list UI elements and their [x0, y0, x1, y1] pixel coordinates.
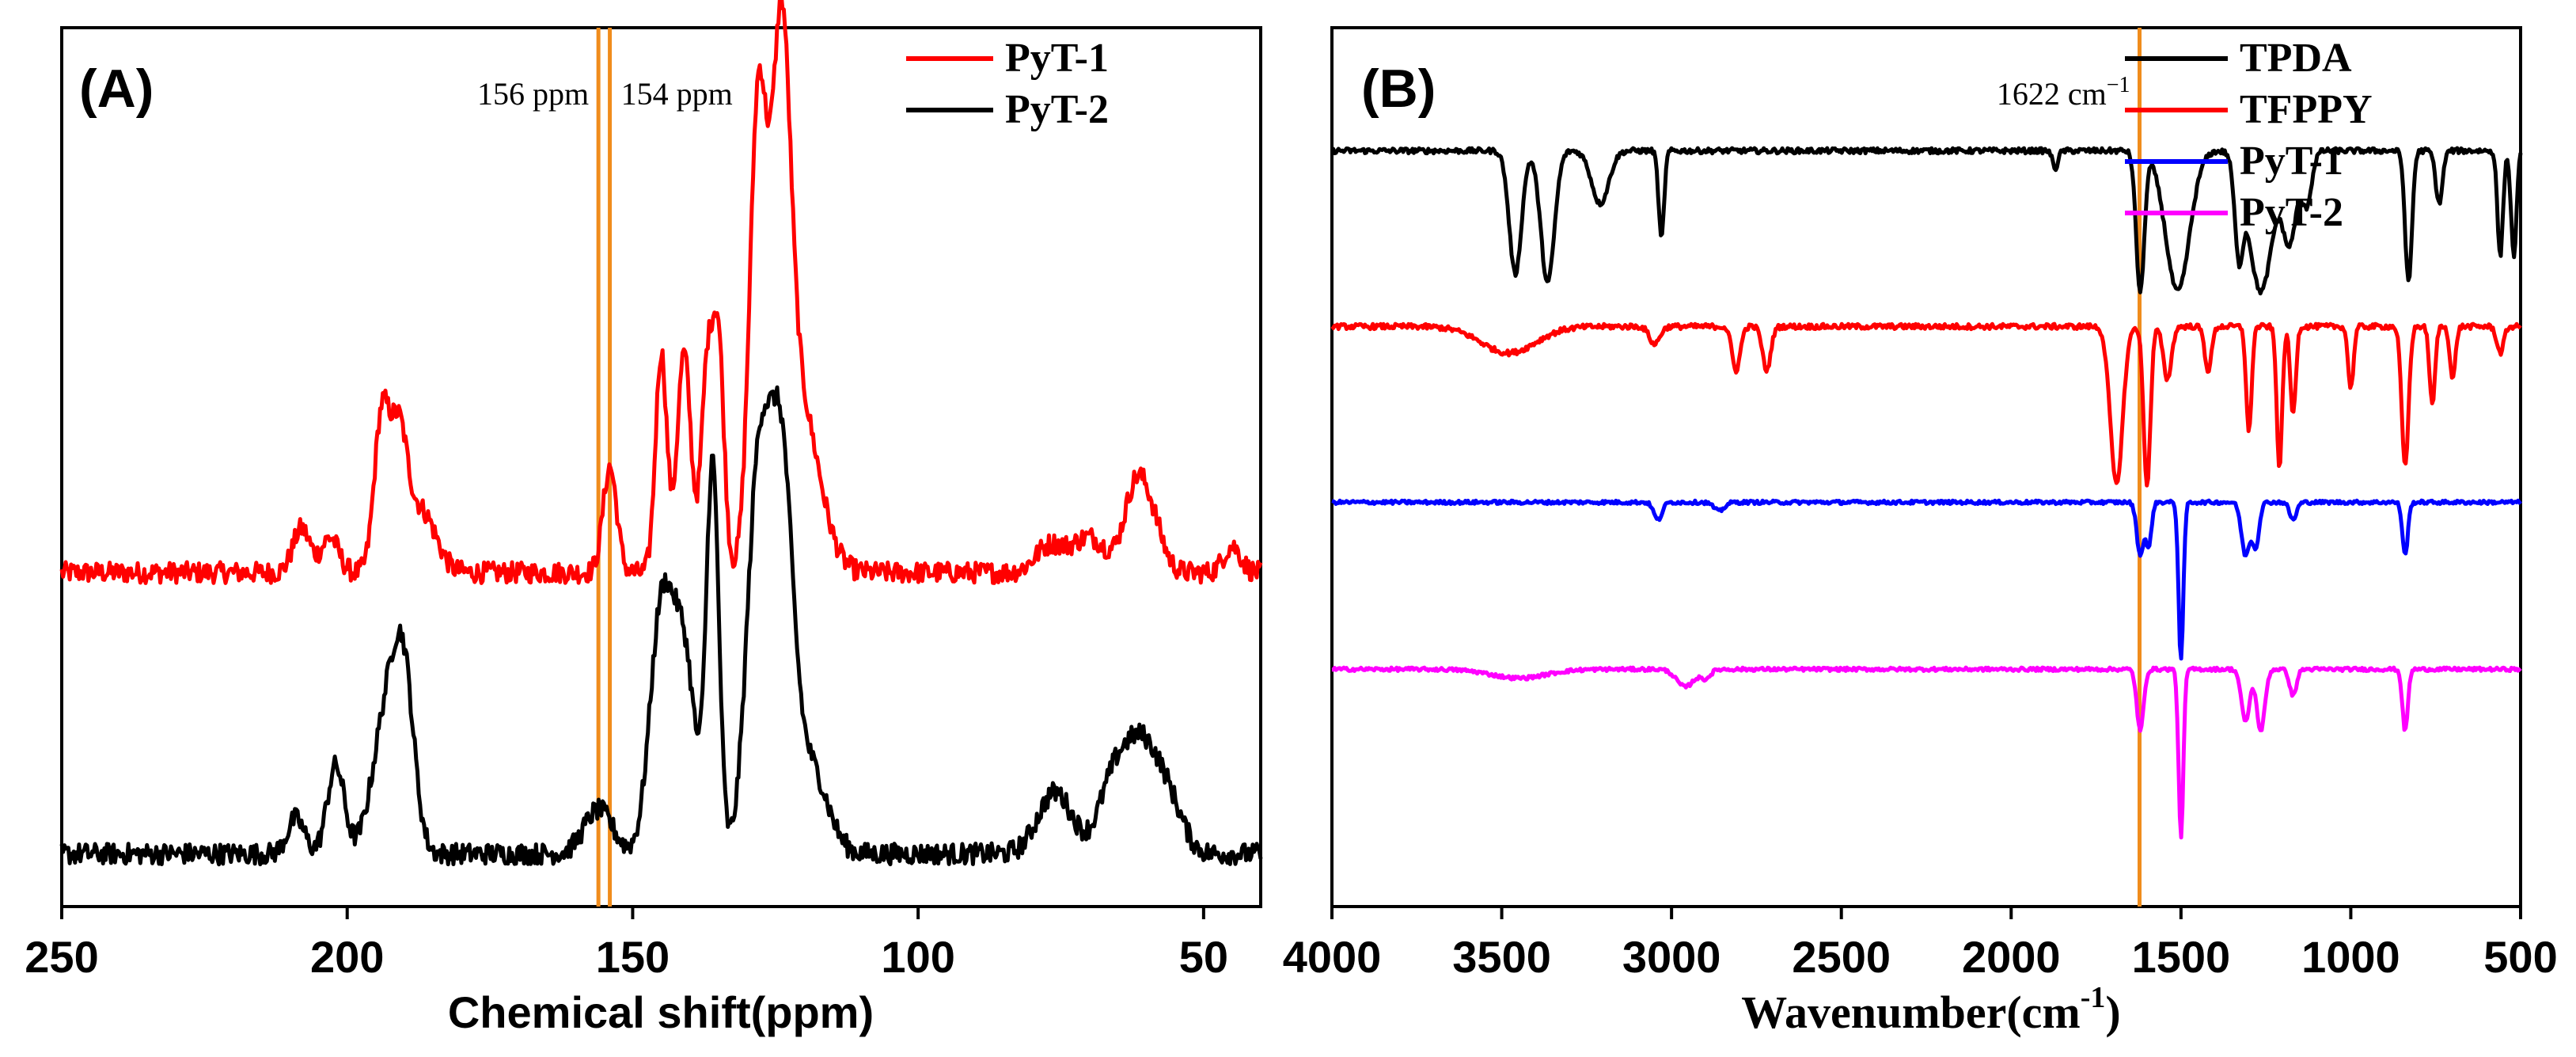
x-tick-label: 4000	[1283, 932, 1382, 982]
annotation-text: 1622 cm	[1997, 76, 2107, 112]
x-tick-label: 1500	[2132, 932, 2231, 982]
panel-b-x-ticks: 4000 3500 3000 2500 2000 1500 1000 500	[1283, 907, 2558, 982]
x-tick-label: 1000	[2301, 932, 2400, 982]
series-line-tfppy	[1330, 321, 2522, 488]
legend-entry-pyt-1: PyT-1	[1005, 36, 1109, 81]
x-tick-label: 500	[2483, 932, 2557, 982]
x-tick-label: 150	[596, 932, 670, 982]
x-tick-label: 3500	[1452, 932, 1551, 982]
annotation-label: 1622 cm−1	[1997, 73, 2130, 112]
x-tick-label: 250	[25, 932, 98, 982]
panel-b-legend: TPDA TFPPY PyT-1 PyT-2	[2125, 36, 2373, 235]
series-line-pyt-1	[59, 0, 1263, 585]
panel-b-series	[1330, 146, 2523, 840]
panel-b-x-axis-title: Wavenumber(cm-1)	[1741, 981, 2120, 1038]
x-tick-label: 3000	[1622, 932, 1721, 982]
series-line-pyt-1	[1331, 498, 2523, 661]
panel-a-series	[59, 0, 1263, 867]
legend-entry-tfppy: TFPPY	[2240, 87, 2373, 132]
legend-entry-tpda: TPDA	[2240, 36, 2352, 81]
annotation-text: 156 ppm	[477, 76, 589, 112]
panel-b-x-axis-title-sup: -1	[2081, 981, 2106, 1014]
x-tick-label: 200	[310, 932, 384, 982]
panel-a-frame	[60, 26, 1262, 908]
series-line-tpda	[1331, 146, 2523, 296]
panel-a-x-ticks: 250 200 150 100 50	[25, 907, 1228, 982]
legend-entry-pyt-2: PyT-2	[2240, 190, 2343, 235]
panel-b-frame	[1330, 26, 2522, 908]
panel-b-x-axis-title-end: )	[2105, 987, 2120, 1038]
annotation-label: 156 ppm	[477, 76, 589, 112]
annotation-label: 154 ppm	[621, 76, 733, 112]
x-tick-label: 2500	[1792, 932, 1891, 982]
x-tick-label: 100	[881, 932, 954, 982]
panel-a-legend: PyT-1 PyT-2	[906, 36, 1109, 132]
x-tick-label: 50	[1179, 932, 1228, 982]
series-line-pyt-2	[59, 385, 1263, 867]
panel-b: 1622 cm−1 4000 3500 3000 2500 2000 1500 1000 50…	[1283, 26, 2558, 1038]
annotation-sup: −1	[2107, 73, 2130, 97]
series-line-pyt-2	[1331, 665, 2522, 840]
legend-entry-pyt-2: PyT-2	[1005, 87, 1109, 132]
annotation-text: 154 ppm	[621, 76, 733, 112]
x-tick-label: 2000	[1962, 932, 2061, 982]
panel-b-label: (B)	[1361, 59, 1436, 119]
panel-a-x-axis-title: Chemical shift(ppm)	[448, 987, 874, 1037]
panel-a: 156 ppm 154 ppm 250 200 150 100 50 (A) Chemic…	[25, 0, 1263, 1037]
panel-a-label: (A)	[79, 59, 154, 119]
panel-b-annotations: 1622 cm−1	[1997, 28, 2142, 907]
panel-b-x-axis-title-main: Wavenumber(cm	[1741, 987, 2081, 1038]
legend-entry-pyt-1: PyT-1	[2240, 139, 2343, 184]
